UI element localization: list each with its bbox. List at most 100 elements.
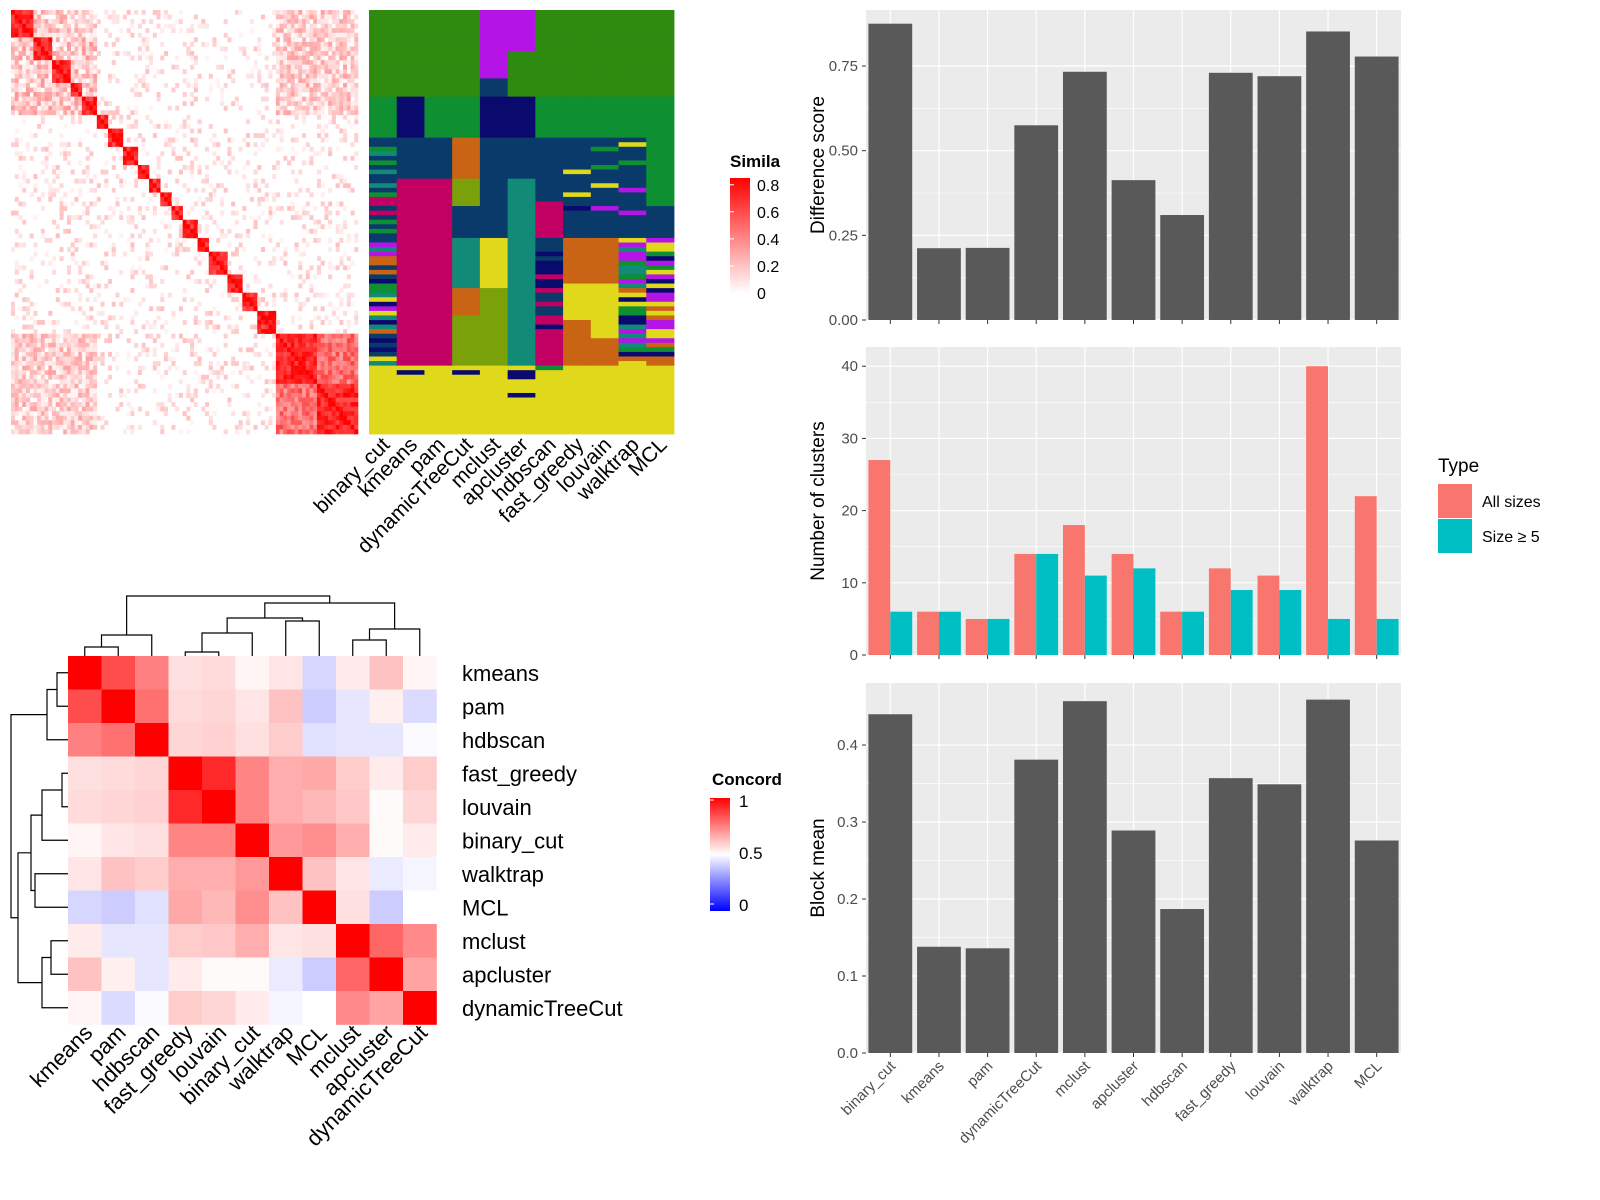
similarity-cell: [93, 201, 98, 207]
assignment-cell: [452, 310, 481, 316]
similarity-cell: [119, 142, 124, 148]
similarity-cell: [134, 356, 139, 362]
similarity-cell: [328, 320, 333, 325]
similarity-cell: [108, 142, 113, 148]
similarity-cell: [197, 251, 202, 257]
similarity-cell: [275, 37, 280, 43]
legend-swatch-all-sizes: [1438, 484, 1472, 518]
similarity-cell: [18, 32, 23, 38]
similarity-cell: [178, 206, 183, 211]
similarity-cell: [350, 92, 355, 97]
similarity-cell: [316, 41, 321, 47]
similarity-cell: [305, 41, 310, 47]
assignment-cell: [396, 192, 425, 198]
assignment-cell: [369, 397, 398, 403]
similarity-cell: [246, 160, 251, 166]
similarity-cell: [302, 146, 307, 152]
similarity-cell: [18, 96, 23, 102]
similarity-cell: [44, 420, 49, 426]
assignment-cell: [452, 146, 481, 152]
similarity-cell: [219, 201, 224, 207]
assignment-cell: [590, 206, 619, 211]
similarity-cell: [44, 78, 49, 84]
similarity-cell: [294, 361, 299, 366]
similarity-cell: [70, 19, 75, 24]
similarity-cell: [320, 338, 325, 344]
assignment-cell: [369, 370, 398, 376]
assignment-cell: [479, 356, 509, 362]
similarity-cell: [331, 82, 336, 88]
similarity-cell: [309, 51, 314, 56]
similarity-cell: [78, 215, 83, 221]
assignment-cell: [563, 146, 592, 152]
similarity-cell: [182, 92, 187, 97]
similarity-cell: [290, 347, 295, 353]
assignment-cell: [396, 411, 425, 417]
similarity-cell: [44, 333, 49, 339]
bar: [1354, 56, 1399, 321]
similarity-cell: [78, 142, 83, 148]
assignment-cell: [452, 388, 481, 394]
similarity-cell: [350, 347, 355, 353]
similarity-cell: [111, 128, 116, 134]
similarity-cell: [48, 151, 53, 157]
similarity-cell: [152, 133, 157, 138]
similarity-cell: [316, 351, 321, 357]
similarity-cell: [234, 288, 239, 293]
assignment-cell: [479, 178, 509, 184]
similarity-cell: [119, 402, 124, 407]
similarity-cell: [14, 429, 19, 435]
assignment-cell: [396, 306, 425, 312]
similarity-cell: [74, 420, 79, 426]
similarity-cell: [89, 187, 94, 193]
similarity-cell: [331, 356, 336, 362]
similarity-cell: [37, 60, 42, 66]
similarity-cell: [25, 324, 30, 330]
similarity-cell: [44, 19, 49, 24]
similarity-cell: [141, 142, 146, 148]
similarity-cell: [328, 265, 333, 271]
similarity-cell: [52, 64, 57, 70]
similarity-cell: [74, 237, 79, 243]
similarity-cell: [70, 69, 75, 75]
concordance-cell: [269, 991, 303, 1025]
assignment-cell: [424, 196, 453, 202]
similarity-cell: [335, 420, 340, 426]
assignment-cell: [618, 114, 647, 120]
assignment-cell: [479, 69, 509, 75]
similarity-cell: [137, 51, 142, 56]
assignment-cell: [618, 370, 647, 376]
similarity-cell: [346, 19, 351, 24]
similarity-cell: [66, 110, 71, 116]
similarity-cell: [238, 10, 243, 15]
similarity-cell: [163, 210, 169, 216]
similarity-cell: [152, 324, 157, 330]
assignment-cell: [590, 165, 619, 170]
similarity-cell: [309, 155, 314, 161]
assignment-cell: [563, 178, 592, 184]
similarity-cell: [108, 101, 113, 107]
assignment-cell: [396, 260, 425, 266]
similarity-cell: [257, 69, 262, 75]
similarity-cell: [55, 69, 60, 75]
assignment-cell: [396, 278, 425, 284]
concordance-cell: [101, 823, 136, 858]
similarity-cell: [44, 155, 49, 161]
similarity-cell: [44, 424, 49, 430]
similarity-cell: [14, 292, 19, 298]
similarity-cell: [287, 379, 292, 385]
assignment-cell: [507, 415, 536, 421]
assignment-cell: [479, 114, 509, 120]
similarity-cell: [52, 424, 57, 430]
similarity-cell: [283, 338, 288, 344]
assignment-cell: [590, 361, 619, 367]
similarity-cell: [238, 278, 243, 284]
similarity-cell: [324, 10, 329, 15]
similarity-cell: [182, 133, 187, 138]
similarity-cell: [74, 55, 79, 61]
bar: [1062, 701, 1107, 1053]
similarity-cell: [44, 278, 49, 284]
similarity-cell: [18, 306, 23, 312]
similarity-cell: [339, 51, 344, 56]
similarity-cell: [354, 133, 359, 138]
